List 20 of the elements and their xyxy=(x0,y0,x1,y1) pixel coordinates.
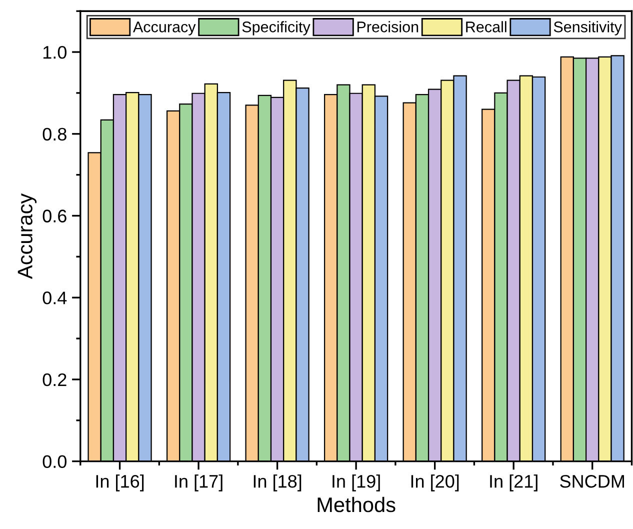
y-tick-label: 0.0 xyxy=(42,455,66,468)
x-tick-label: In [20] xyxy=(411,474,459,492)
legend-label: Sensitivity xyxy=(554,21,622,36)
x-tick-label: In [21] xyxy=(490,474,538,492)
legend-label: Specificity xyxy=(242,21,310,36)
x-axis-title: Methods xyxy=(318,496,396,512)
y-tick-label: 0.8 xyxy=(42,128,66,141)
y-axis-title: Accuracy xyxy=(18,193,37,279)
x-tick-label: SNCDM xyxy=(560,474,624,488)
x-tick-label: In [19] xyxy=(332,474,380,492)
x-tick-label: In [17] xyxy=(175,474,222,492)
x-tick-label: In [18] xyxy=(254,474,302,492)
x-tick-label: In [16] xyxy=(96,474,144,492)
legend-label: Accuracy xyxy=(132,22,196,36)
legend-label: Recall xyxy=(466,21,506,32)
y-tick-label: 0.4 xyxy=(42,292,67,304)
legend-label: Precision xyxy=(357,21,418,32)
y-tick-label: 0.6 xyxy=(42,210,66,222)
y-tick-label: 0.2 xyxy=(42,373,66,386)
y-tick-label: 1.0 xyxy=(43,46,66,59)
